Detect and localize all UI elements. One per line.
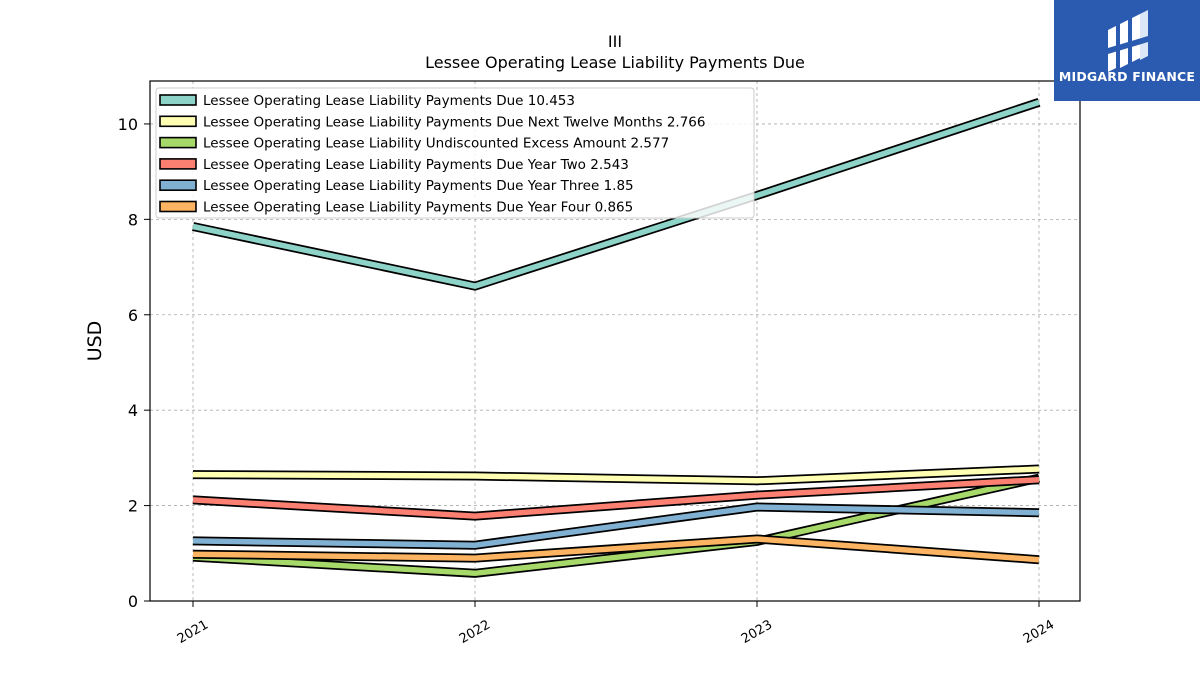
- legend-box: [155, 87, 755, 219]
- y-tick-label: 0: [128, 592, 138, 611]
- legend-swatch: [159, 158, 197, 170]
- y-tick-label: 4: [128, 401, 138, 420]
- legend-swatch: [159, 94, 197, 106]
- legend-label: Lessee Operating Lease Liability Payment…: [203, 178, 634, 194]
- series-line: [192, 99, 1040, 289]
- legend-swatch: [159, 115, 197, 128]
- legend-swatch: [159, 179, 197, 191]
- chart-title-line1: III: [608, 32, 622, 51]
- logo: MIDGARD FINANCE: [1054, 0, 1200, 101]
- legend-label: Lessee Operating Lease Liability Undisco…: [203, 136, 669, 152]
- series-line-4: [192, 475, 1040, 521]
- legend-swatch: [159, 200, 197, 213]
- x-tick-label: 2024: [1021, 617, 1057, 647]
- series-line-1: [192, 98, 1041, 291]
- x-tick-label: 2023: [739, 617, 775, 647]
- series-line-5: [192, 502, 1040, 550]
- y-tick-label: 6: [128, 306, 138, 325]
- legend: Lessee Operating Lease Liability Payment…: [155, 87, 755, 219]
- series-line: [192, 476, 1040, 519]
- series-line: [192, 466, 1040, 484]
- series-line: [192, 504, 1040, 548]
- plot-frame: [149, 80, 1081, 602]
- series-line: [192, 536, 1040, 563]
- legend-label: Lessee Operating Lease Liability Payment…: [203, 157, 629, 173]
- y-axis-label: USD: [84, 321, 106, 362]
- legend-label: Lessee Operating Lease Liability Payment…: [203, 114, 705, 130]
- legend-swatch: [159, 136, 197, 149]
- y-tick-label: 2: [128, 497, 138, 516]
- logo-text: MIDGARD FINANCE: [1059, 69, 1195, 84]
- x-axis-ticks: 2021 2022 2023 2024: [175, 601, 1057, 647]
- y-axis-ticks: 0 2 4 6 8 10: [118, 115, 150, 611]
- logo-mark-icon: [1108, 10, 1148, 72]
- legend-label: Lessee Operating Lease Liability Payment…: [203, 200, 633, 216]
- y-tick-label: 10: [118, 115, 138, 134]
- series-line-2: [192, 464, 1040, 486]
- x-tick-label: 2022: [457, 617, 493, 647]
- y-tick-label: 8: [128, 210, 138, 229]
- series-line-6: [192, 534, 1040, 565]
- legend-label: Lessee Operating Lease Liability Payment…: [203, 93, 575, 109]
- series-lines: [192, 98, 1041, 578]
- x-tick-label: 2021: [175, 617, 211, 647]
- chart-title: Lessee Operating Lease Liability Payment…: [425, 53, 805, 72]
